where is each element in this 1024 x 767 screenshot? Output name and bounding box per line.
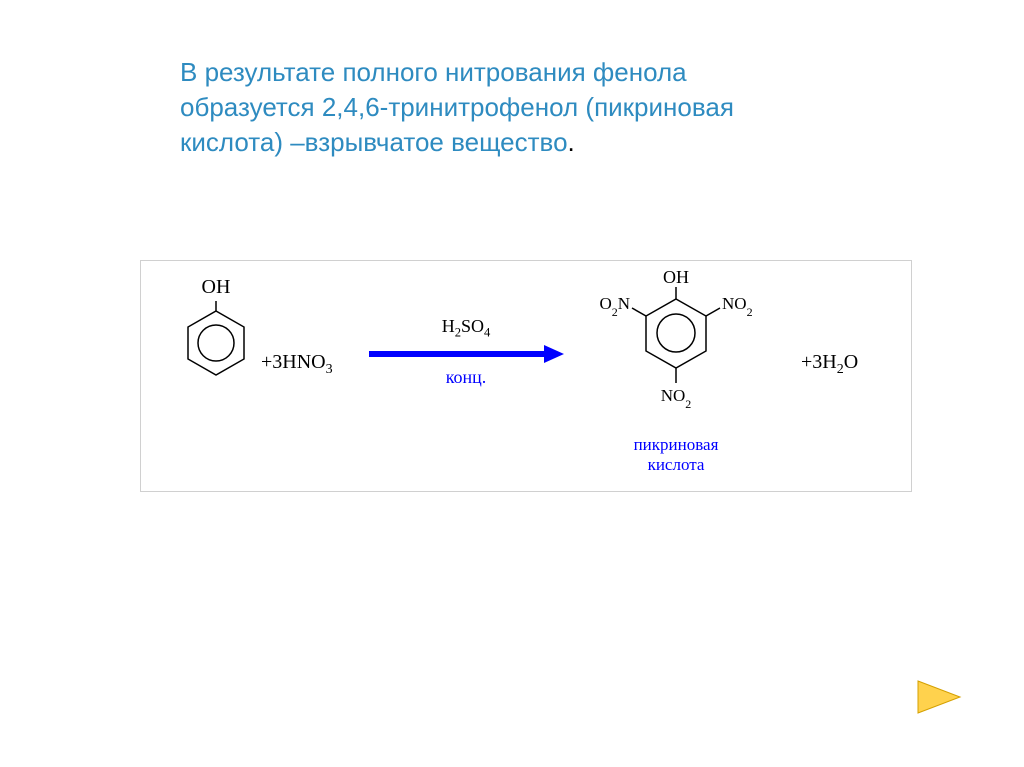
hno3-text: +3HNO [261, 351, 326, 373]
product-name-line1: пикриновая [634, 435, 719, 454]
arrow-condition-above: H2SO4 [366, 316, 566, 341]
title-text: В результате полного нитрования фенола о… [180, 55, 900, 160]
benzene-ring-icon [181, 301, 251, 386]
arrow-icon [369, 345, 564, 363]
next-slide-button[interactable] [914, 677, 964, 717]
svg-text:OH: OH [663, 269, 689, 287]
h2so4-h: H [442, 316, 455, 336]
hno3-sub: 3 [326, 362, 333, 377]
triangle-right-icon [914, 677, 964, 717]
svg-text:O2N: O2N [599, 294, 630, 319]
arrow-condition-below: конц. [366, 367, 566, 388]
product-name-line2: кислота [648, 455, 705, 474]
title-line-3: кислота) –взрывчатое вещество [180, 127, 568, 157]
byproduct-h2o: +3H2O [801, 351, 858, 378]
reaction-arrow-block: H2SO4 конц. [366, 316, 566, 388]
trinitrophenol-structure-icon: OH O2N NO2 NO2 [586, 269, 766, 429]
slide: В результате полного нитрования фенола о… [0, 0, 1024, 767]
product-name-label: пикриновая кислота [586, 435, 766, 476]
reaction-diagram: OH +3HNO3 H2SO4 конц. [140, 260, 912, 492]
title-dot: . [568, 127, 575, 157]
reaction-inner: OH +3HNO3 H2SO4 конц. [141, 261, 911, 491]
title-line-2: образуется 2,4,6-тринитрофенол (пикринов… [180, 92, 734, 122]
svg-text:NO2: NO2 [661, 386, 692, 411]
title-line-1: В результате полного нитрования фенола [180, 57, 687, 87]
reagent-hno3: +3HNO3 [261, 351, 333, 378]
svg-text:NO2: NO2 [722, 294, 753, 319]
h2o-prefix: +3H [801, 351, 837, 373]
h2o-sub: 2 [837, 362, 844, 377]
h2so4-sub2: 4 [484, 326, 490, 340]
phenol-oh-label: OH [171, 276, 261, 299]
h2so4-so: SO [461, 316, 484, 336]
reactant-phenol: OH [171, 276, 261, 386]
h2o-o: O [844, 351, 858, 373]
product-trinitrophenol: OH O2N NO2 NO2 пикриновая [586, 269, 766, 476]
